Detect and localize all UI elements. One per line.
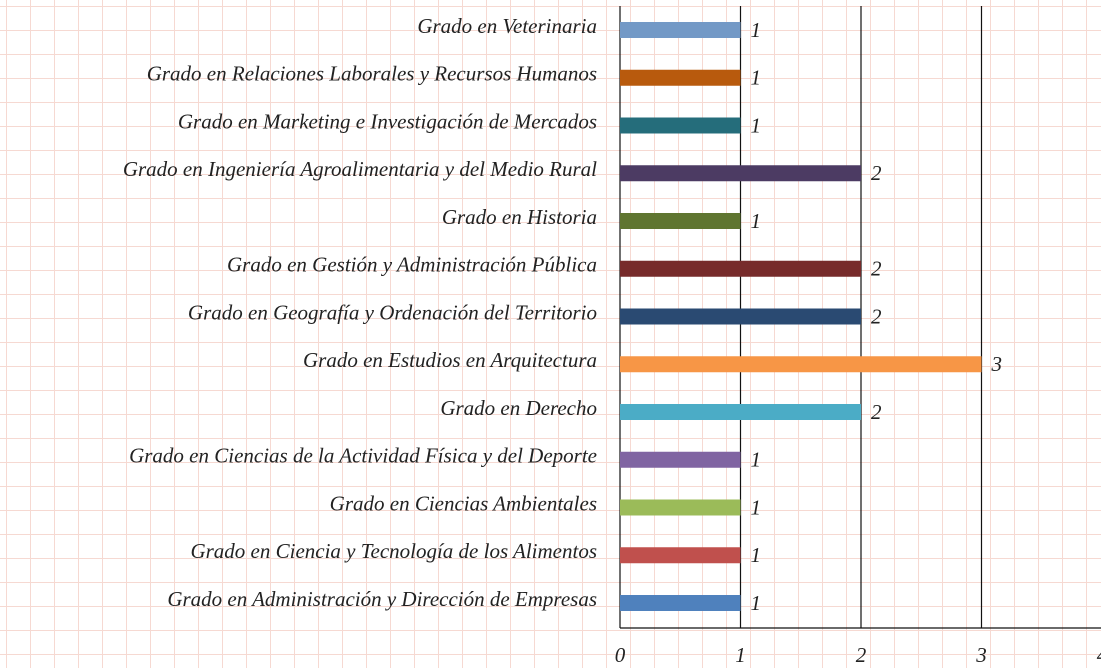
y-tick-label: Grado en Administración y Dirección de E… bbox=[167, 587, 597, 611]
data-label: 2 bbox=[871, 161, 882, 185]
data-label: 1 bbox=[751, 543, 762, 567]
y-tick-label: Grado en Geografía y Ordenación del Terr… bbox=[188, 300, 597, 324]
bar bbox=[620, 213, 741, 229]
bar bbox=[620, 165, 861, 182]
data-label: 1 bbox=[751, 495, 762, 519]
x-tick-label: 3 bbox=[975, 643, 987, 667]
data-label: 2 bbox=[871, 257, 882, 281]
y-tick-label: Grado en Ciencia y Tecnología de los Ali… bbox=[190, 539, 597, 563]
x-tick-label: 2 bbox=[856, 643, 867, 667]
x-tick-label: 4 bbox=[1097, 643, 1101, 667]
bar bbox=[620, 260, 861, 277]
y-tick-label: Grado en Relaciones Laborales y Recursos… bbox=[147, 62, 597, 86]
data-label: 1 bbox=[751, 448, 762, 472]
data-label: 1 bbox=[751, 18, 762, 42]
data-label: 1 bbox=[751, 113, 762, 137]
bar bbox=[620, 595, 741, 611]
data-label: 2 bbox=[871, 304, 882, 328]
bar bbox=[620, 117, 741, 134]
y-tick-label: Grado en Ingeniería Agroalimentaria y de… bbox=[123, 157, 597, 181]
bar bbox=[620, 451, 741, 468]
y-tick-label: Grado en Ciencias Ambientales bbox=[330, 491, 597, 515]
data-label: 2 bbox=[871, 400, 882, 424]
bar bbox=[620, 308, 861, 325]
bar bbox=[620, 499, 741, 516]
y-tick-label: Grado en Derecho bbox=[440, 396, 597, 420]
bar bbox=[620, 22, 741, 38]
y-tick-label: Grado en Gestión y Administración Públic… bbox=[227, 253, 597, 277]
y-tick-label: Grado en Estudios en Arquitectura bbox=[303, 348, 597, 372]
data-label: 1 bbox=[751, 66, 762, 90]
x-tick-label: 0 bbox=[615, 643, 626, 667]
bar bbox=[620, 404, 861, 420]
x-tick-label: 1 bbox=[735, 643, 746, 667]
bar bbox=[620, 547, 741, 564]
y-tick-label: Grado en Marketing e Investigación de Me… bbox=[178, 109, 597, 133]
data-label: 1 bbox=[751, 209, 762, 233]
bar bbox=[620, 356, 982, 373]
y-tick-label: Grado en Historia bbox=[442, 205, 597, 229]
data-label: 3 bbox=[991, 352, 1003, 376]
y-tick-label: Grado en Veterinaria bbox=[417, 14, 597, 38]
y-tick-label: Grado en Ciencias de la Actividad Física… bbox=[129, 444, 597, 468]
data-label: 1 bbox=[751, 591, 762, 615]
bar bbox=[620, 69, 741, 86]
